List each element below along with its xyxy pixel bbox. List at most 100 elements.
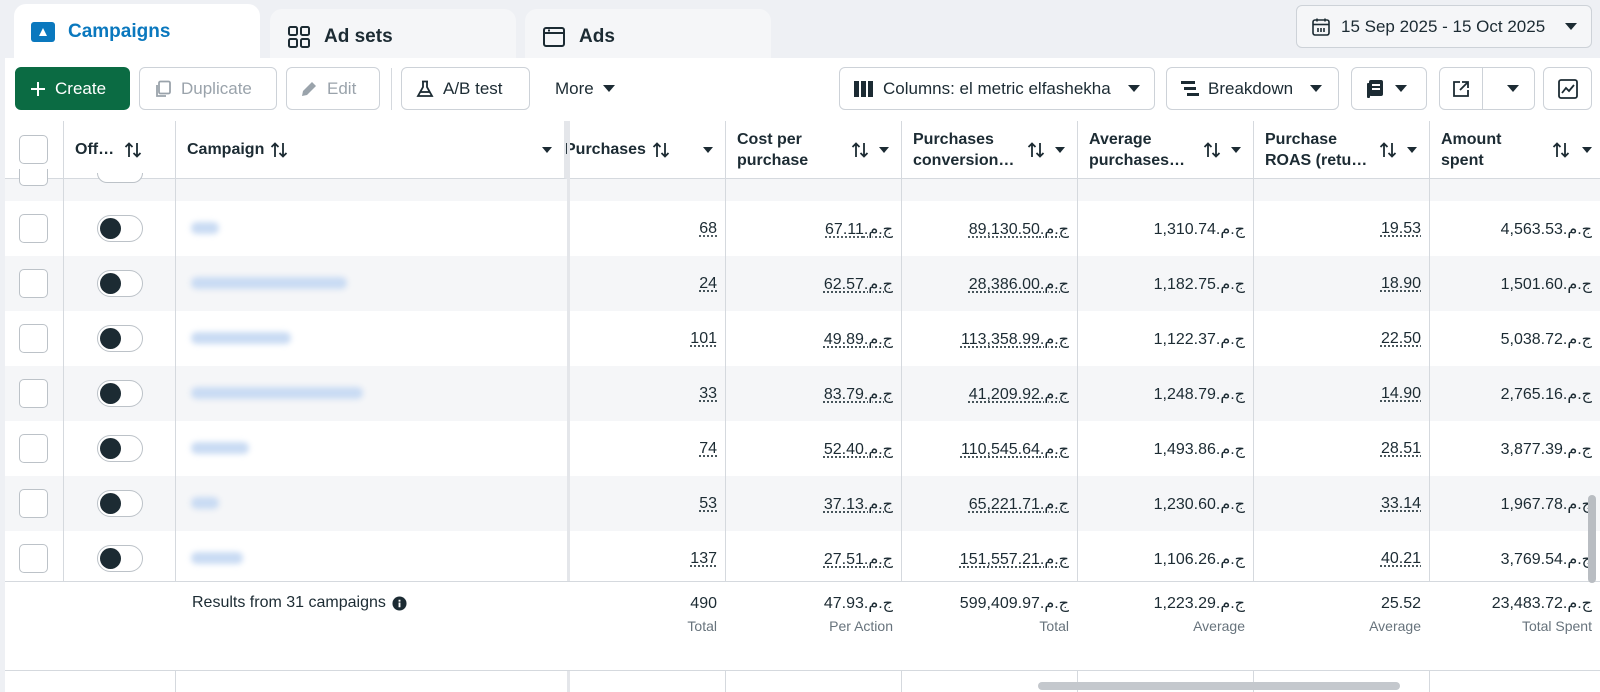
- campaign-toggle[interactable]: [97, 545, 143, 572]
- header-average-purchases[interactable]: Average purchases…: [1077, 121, 1253, 179]
- cell-conversion[interactable]: ج.م.110,545.64: [960, 440, 1069, 458]
- sort-icon[interactable]: [1552, 142, 1570, 158]
- cell-roas[interactable]: 19.53: [1380, 219, 1421, 237]
- column-menu-icon[interactable]: [1055, 147, 1065, 153]
- reports-button[interactable]: [1351, 67, 1427, 110]
- header-cost-per-purchase[interactable]: Cost per purchase: [725, 121, 901, 179]
- cell-cost[interactable]: ج.م.27.51: [823, 550, 893, 568]
- cell-conversion[interactable]: ج.م.41,209.92: [968, 385, 1069, 403]
- info-icon[interactable]: [392, 595, 407, 611]
- cell-purchases[interactable]: 74: [699, 439, 717, 457]
- sort-icon[interactable]: [124, 141, 142, 158]
- cell-roas[interactable]: 22.50: [1380, 329, 1421, 347]
- cell-roas[interactable]: 40.21: [1380, 549, 1421, 567]
- cell-roas[interactable]: 14.90: [1380, 384, 1421, 402]
- cell-conversion[interactable]: ج.م.65,221.71: [968, 495, 1069, 513]
- export-dropdown-button[interactable]: [1492, 68, 1534, 109]
- table-row: 68 ج.م.67.11 ج.م.89,130.50 ج.م.1,310.74 19.5…: [5, 201, 1600, 256]
- cell-purchases[interactable]: 53: [699, 494, 717, 512]
- column-menu-icon[interactable]: [879, 147, 889, 153]
- row-checkbox[interactable]: [19, 269, 48, 298]
- campaign-name-link[interactable]: [191, 222, 219, 234]
- campaign-name-link[interactable]: [191, 277, 347, 289]
- tab-label: Campaigns: [68, 21, 171, 42]
- charts-button[interactable]: [1543, 67, 1592, 110]
- row-checkbox[interactable]: [19, 434, 48, 463]
- cell-purchases[interactable]: 137: [690, 549, 717, 567]
- select-all-checkbox[interactable]: [19, 135, 48, 164]
- column-menu-icon[interactable]: [1407, 147, 1417, 153]
- campaign-name-link[interactable]: [191, 442, 249, 454]
- cell-cost[interactable]: ج.م.37.13: [823, 495, 893, 513]
- vertical-scrollbar[interactable]: [1588, 495, 1596, 583]
- header-purchase-roas[interactable]: Purchase ROAS (retu…: [1253, 121, 1429, 179]
- columns-button[interactable]: Columns: el metric elfashekha: [839, 67, 1155, 110]
- cell-purchases[interactable]: 33: [699, 384, 717, 402]
- edit-button[interactable]: Edit: [286, 67, 380, 110]
- header-off-on[interactable]: Off…: [63, 121, 175, 179]
- row-checkbox[interactable]: [19, 544, 48, 573]
- campaign-name-link[interactable]: [191, 552, 243, 564]
- breakdown-button[interactable]: Breakdown: [1166, 67, 1339, 110]
- horizontal-scrollbar[interactable]: [1038, 682, 1400, 690]
- column-menu-icon[interactable]: [1582, 147, 1592, 153]
- ab-test-button[interactable]: A/B test: [401, 67, 530, 110]
- cell-roas[interactable]: 28.51: [1380, 439, 1421, 457]
- row-checkbox[interactable]: [19, 379, 48, 408]
- header-amount-spent[interactable]: Amount spent: [1429, 121, 1600, 179]
- export-button[interactable]: [1440, 68, 1484, 109]
- cell-conversion[interactable]: ج.م.89,130.50: [968, 220, 1069, 238]
- header-campaign[interactable]: Campaign: [175, 121, 567, 179]
- header-purchases[interactable]: Purchases: [565, 121, 725, 179]
- cell-purchases[interactable]: 101: [690, 329, 717, 347]
- campaign-toggle[interactable]: [97, 325, 143, 352]
- row-checkbox[interactable]: [19, 489, 48, 518]
- cell-cost[interactable]: ج.م.83.79: [823, 385, 893, 403]
- row-toggle[interactable]: [97, 173, 143, 183]
- toggle-knob: [100, 438, 121, 459]
- create-button[interactable]: Create: [15, 67, 130, 110]
- tab-campaigns[interactable]: Campaigns: [14, 4, 260, 60]
- row-checkbox[interactable]: [19, 169, 48, 186]
- cell-cost[interactable]: ج.م.67.11: [825, 220, 893, 238]
- row-checkbox[interactable]: [19, 214, 48, 243]
- campaign-toggle[interactable]: [97, 215, 143, 242]
- sort-icon[interactable]: [1203, 142, 1221, 158]
- cell-cost[interactable]: ج.م.49.89: [823, 330, 893, 348]
- cell-purchases[interactable]: 24: [699, 274, 717, 292]
- sort-icon[interactable]: [270, 141, 288, 158]
- campaign-toggle[interactable]: [97, 270, 143, 297]
- cell-roas[interactable]: 33.14: [1380, 494, 1421, 512]
- row-checkbox[interactable]: [19, 324, 48, 353]
- more-label: More: [555, 78, 594, 98]
- campaign-name-link[interactable]: [191, 332, 291, 344]
- cell-roas[interactable]: 18.90: [1380, 274, 1421, 292]
- total-amount-spent: ج.م.23,483.72 Total Spent: [1491, 595, 1592, 634]
- sort-icon[interactable]: [652, 141, 670, 158]
- date-range-picker[interactable]: 15 Sep 2025 - 15 Oct 2025: [1296, 5, 1592, 48]
- column-menu-icon[interactable]: [703, 147, 713, 153]
- campaign-toggle[interactable]: [97, 490, 143, 517]
- sort-icon[interactable]: [1379, 142, 1397, 158]
- duplicate-button[interactable]: Duplicate: [139, 67, 277, 110]
- campaign-toggle[interactable]: [97, 435, 143, 462]
- sort-icon[interactable]: [1027, 142, 1045, 158]
- column-menu-icon[interactable]: [542, 147, 552, 153]
- cell-cost[interactable]: ج.م.52.40: [823, 440, 893, 458]
- campaign-toggle[interactable]: [97, 380, 143, 407]
- cell-conversion[interactable]: ج.م.113,358.99: [960, 330, 1069, 348]
- edit-label: Edit: [327, 78, 357, 98]
- cell-conversion[interactable]: ج.م.28,386.00: [968, 275, 1069, 293]
- sort-icon[interactable]: [851, 142, 869, 158]
- cell-conversion[interactable]: ج.م.151,557.21: [959, 550, 1069, 568]
- cell-cost[interactable]: ج.م.62.57: [823, 275, 893, 293]
- tab-ad-sets[interactable]: Ad sets: [270, 9, 516, 65]
- more-button[interactable]: More: [541, 67, 641, 110]
- campaign-name-link[interactable]: [191, 497, 219, 509]
- column-menu-icon[interactable]: [1231, 147, 1241, 153]
- tab-label: Ads: [579, 26, 615, 47]
- header-purchases-conversion[interactable]: Purchases conversion…: [901, 121, 1077, 179]
- campaign-name-link[interactable]: [191, 387, 363, 399]
- cell-purchases[interactable]: 68: [699, 219, 717, 237]
- tab-ads[interactable]: Ads: [525, 9, 771, 65]
